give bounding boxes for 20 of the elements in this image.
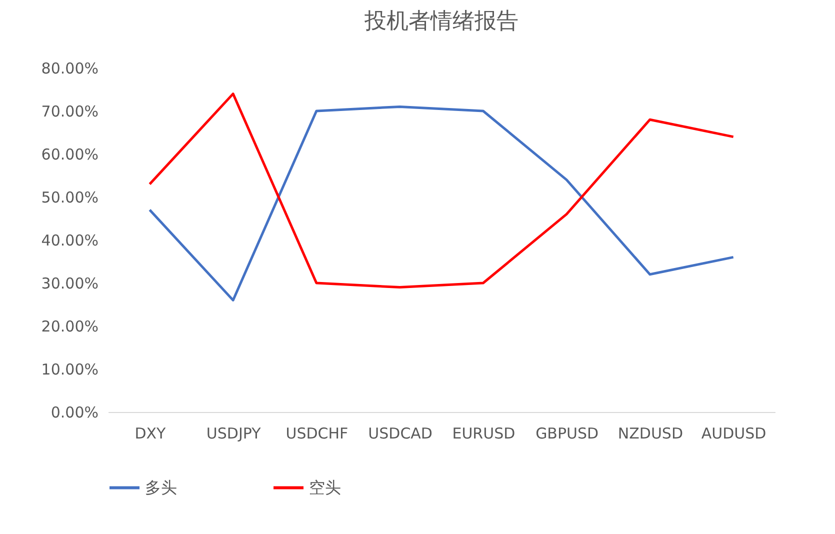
x-tick-label: AUDUSD (701, 424, 766, 442)
y-tick-label: 70.00% (41, 102, 98, 120)
y-tick-label: 60.00% (41, 146, 98, 164)
x-tick-label: DXY (134, 424, 167, 442)
y-tick-label: 30.00% (41, 274, 98, 292)
y-tick-label: 80.00% (41, 60, 98, 78)
x-tick-label: NZDUSD (618, 424, 683, 442)
y-tick-label: 20.00% (41, 318, 98, 336)
x-tick-label: USDJPY (206, 424, 262, 442)
y-tick-label: 40.00% (41, 232, 98, 250)
x-tick-label: USDCHF (286, 424, 348, 442)
y-tick-label: 50.00% (41, 188, 98, 206)
y-tick-label: 10.00% (41, 360, 98, 378)
legend-label: 多头 (145, 478, 177, 497)
y-tick-label: 0.00% (50, 404, 98, 422)
legend-label: 空头 (309, 478, 341, 497)
chart-title: 投机者情绪报告 (364, 9, 518, 34)
x-tick-label: EURUSD (452, 424, 516, 442)
x-tick-label: GBPUSD (536, 424, 599, 442)
x-tick-label: USDCAD (368, 424, 432, 442)
